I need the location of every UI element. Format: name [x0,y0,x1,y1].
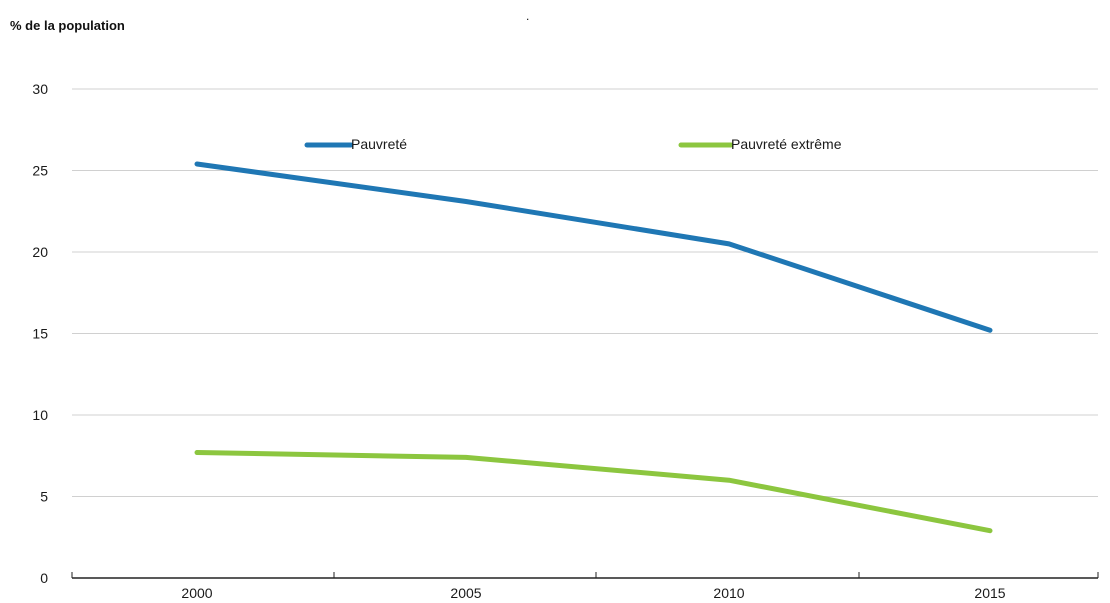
x-tick-label: 2005 [450,585,481,601]
y-axis: 0 5 10 15 20 25 30 [32,81,48,586]
x-tick-label: 2000 [181,585,212,601]
y-tick-label: 25 [32,163,48,179]
title-mark: . [526,9,529,23]
y-tick-label: 30 [32,81,48,97]
y-axis-title: % de la population [10,18,125,33]
y-tick-label: 20 [32,244,48,260]
x-axis-ticks: 2000 2005 2010 2015 [71,572,1099,601]
y-tick-label: 0 [40,570,48,586]
x-tick-label: 2010 [713,585,744,601]
y-tick-label: 5 [40,489,48,505]
y-tick-label: 15 [32,326,48,342]
series-line-pauvrete [194,161,993,333]
legend-label-pauvrete: Pauvreté [351,136,407,152]
legend: Pauvreté Pauvreté extrême [304,136,842,152]
x-tick-label: 2015 [974,585,1005,601]
series-line-pauvrete-extreme [194,449,993,534]
grid-lines [72,88,1098,497]
legend-label-pauvrete-extreme: Pauvreté extrême [731,136,842,152]
series-layer [194,161,993,534]
y-tick-label: 10 [32,407,48,423]
